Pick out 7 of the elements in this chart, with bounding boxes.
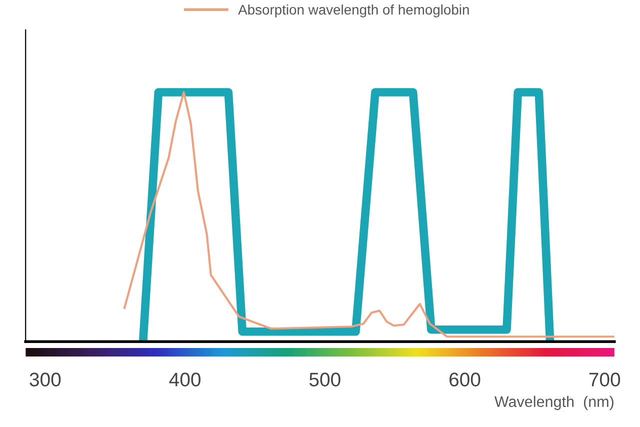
x-axis-title: Wavelength (nm)	[494, 396, 614, 410]
x-tick-label: 600	[450, 372, 480, 386]
legend-label: Absorption wavelength of hemoglobin	[238, 4, 469, 18]
x-tick-label: 700	[589, 372, 620, 386]
x-tick-label: 300	[30, 372, 61, 386]
x-tick-label: 400	[169, 372, 200, 386]
x-tick-label: 500	[309, 372, 340, 386]
